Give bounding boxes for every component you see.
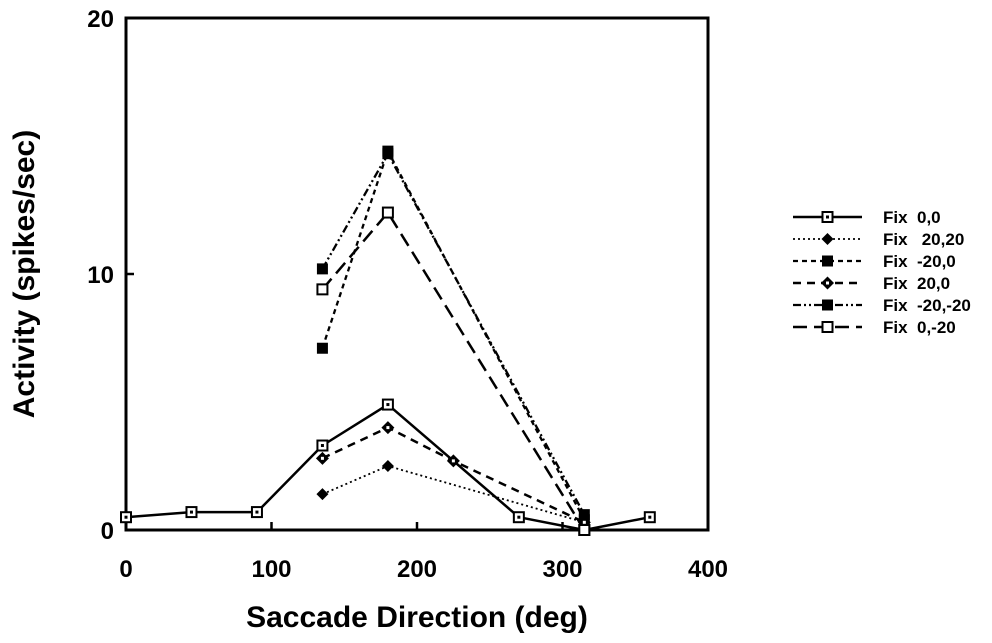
- series: [316, 148, 590, 521]
- data-point: [250, 506, 263, 519]
- data-point: [821, 321, 834, 333]
- axis-ticks: 0 100 200 300 400 0 10 20: [87, 6, 728, 583]
- legend-entry: Fix -20,-20: [793, 296, 971, 315]
- x-tick-label: 0: [119, 556, 132, 583]
- x-axis-title: Saccade Direction (deg): [246, 601, 588, 634]
- data-point: [185, 506, 198, 519]
- x-tick-label: 400: [688, 556, 728, 583]
- legend-label: Fix 0,0: [883, 208, 941, 227]
- data-point: [316, 263, 328, 275]
- series: [316, 145, 590, 526]
- legend-label: Fix -20,0: [883, 252, 956, 271]
- data-point: [822, 299, 833, 311]
- legend-entry: Fix 0,0: [793, 208, 941, 227]
- data-point: [381, 460, 394, 472]
- y-axis-title: Activity (spikes/sec): [8, 130, 41, 418]
- series: [316, 206, 591, 536]
- series-line: [322, 465, 585, 524]
- data-point: [381, 421, 395, 435]
- legend-entry: Fix 0,-20: [793, 318, 956, 337]
- data-point: [382, 148, 394, 160]
- data-point: [822, 255, 833, 267]
- legend-label: Fix 20,0: [883, 274, 950, 293]
- data-point: [120, 511, 132, 524]
- data-point: [316, 439, 329, 452]
- data-point: [578, 509, 590, 521]
- data-point: [381, 206, 394, 219]
- series-line: [321, 426, 585, 524]
- data-point: [821, 211, 834, 223]
- data-point: [315, 451, 329, 465]
- x-tick-label: 300: [542, 556, 582, 583]
- plot-frame: [124, 16, 710, 532]
- data-point: [821, 233, 834, 245]
- data-point: [512, 511, 525, 524]
- series-layer: [120, 145, 656, 536]
- legend-entry: Fix 20,20: [793, 230, 964, 249]
- data-point: [316, 283, 329, 296]
- x-tick-label: 200: [397, 556, 437, 583]
- legend-label: Fix 0,-20: [883, 318, 956, 337]
- legend-label: Fix -20,-20: [883, 296, 971, 315]
- legend-entry: Fix 20,0: [793, 274, 950, 293]
- series: [316, 460, 591, 529]
- legend-label: Fix 20,20: [883, 230, 964, 249]
- y-tick-label: 20: [87, 6, 114, 33]
- data-point: [578, 524, 591, 536]
- y-tick-label: 0: [101, 518, 114, 545]
- data-point: [316, 488, 329, 501]
- series-line: [125, 403, 651, 532]
- data-point: [446, 454, 460, 468]
- data-point: [316, 342, 328, 354]
- y-tick-label: 10: [87, 262, 114, 289]
- x-tick-label: 100: [251, 556, 291, 583]
- legend: Fix 0,0 Fix 20,20 Fix -20,0 Fix 20,0 Fix -20…: [793, 208, 971, 337]
- data-point: [643, 511, 656, 524]
- series-line: [321, 211, 586, 531]
- data-point: [821, 276, 834, 290]
- data-point: [381, 398, 394, 411]
- legend-entry: Fix -20,0: [793, 252, 956, 271]
